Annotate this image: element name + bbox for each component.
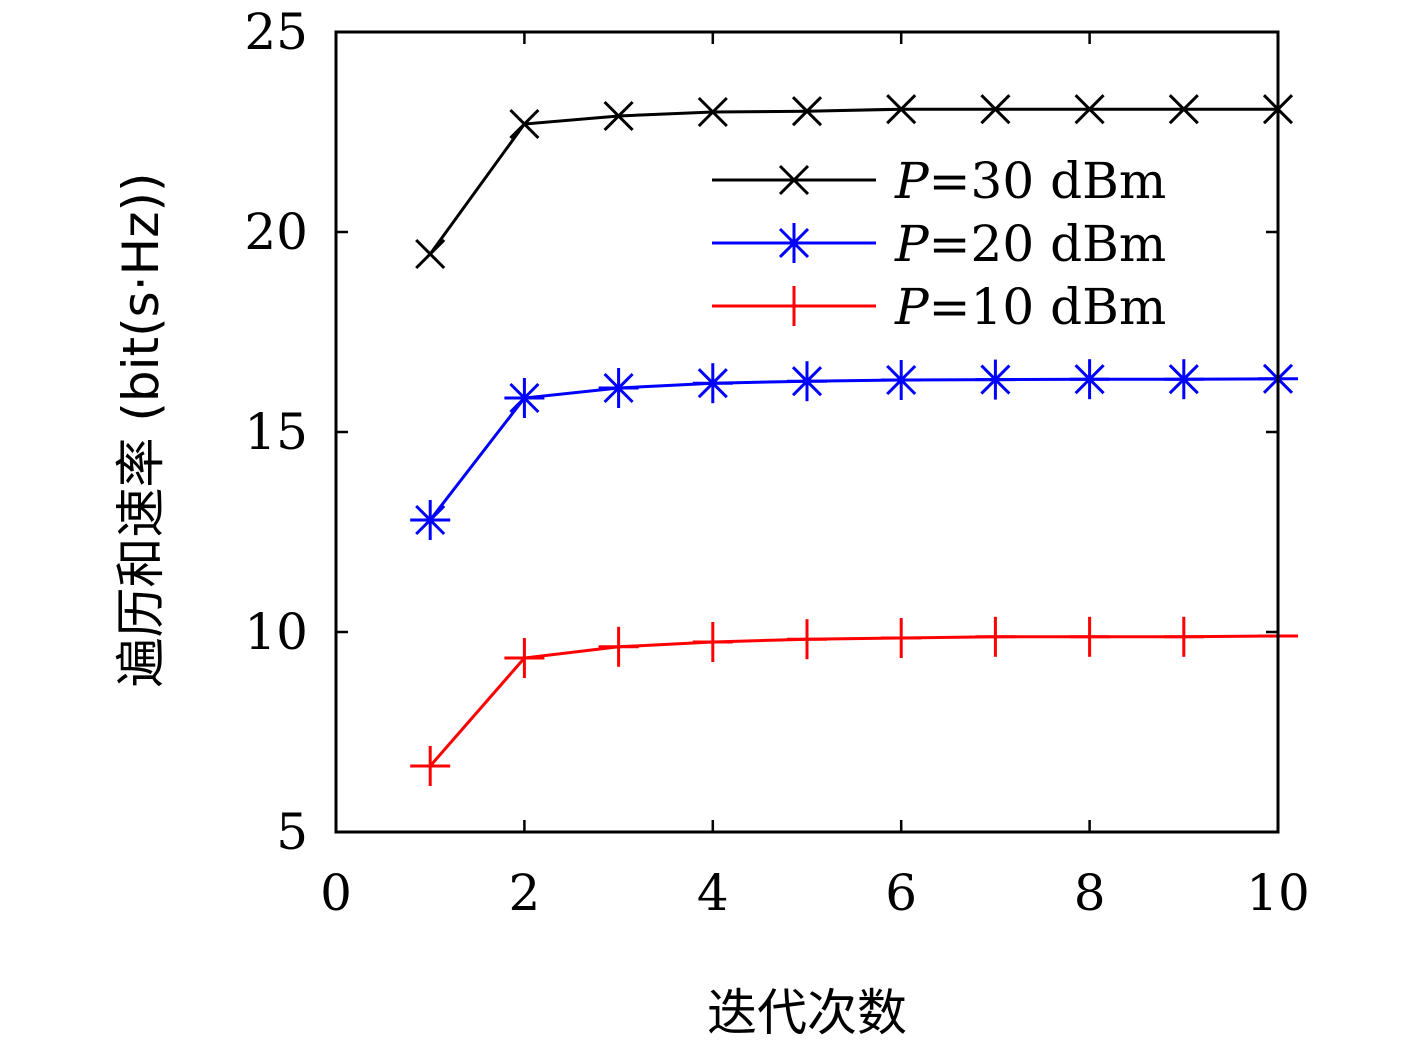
- y-tick-label: 5: [276, 803, 308, 861]
- series-line: [429, 634, 1279, 767]
- data-point: [1168, 94, 1199, 125]
- data-point: [504, 638, 545, 678]
- data-point: [980, 94, 1011, 125]
- data-point: [692, 363, 733, 404]
- legend-label: P=10 dBm: [894, 278, 1166, 336]
- y-tick-label: 20: [244, 203, 308, 261]
- data-point: [881, 360, 922, 400]
- data-point: [1074, 94, 1105, 125]
- data-point: [1163, 616, 1204, 657]
- data-point: [1069, 616, 1110, 657]
- data-point: [603, 100, 634, 132]
- data-point: [787, 619, 827, 660]
- series: [410, 616, 1298, 786]
- legend-item: P=30 dBm: [712, 152, 1166, 210]
- series-line: [428, 107, 1278, 255]
- data-point: [415, 238, 446, 270]
- data-point: [692, 622, 733, 662]
- data-point: [598, 368, 639, 408]
- data-point: [778, 164, 810, 196]
- data-point: [509, 108, 540, 140]
- y-axis-title: 遍历和速率 (bit(s·Hz)): [112, 173, 170, 688]
- data-point: [1163, 359, 1204, 400]
- legend-item: P=10 dBm: [712, 278, 1166, 336]
- data-point: [774, 286, 814, 326]
- series: [410, 358, 1298, 540]
- data-point: [410, 746, 451, 786]
- data-point: [975, 616, 1016, 657]
- legend-label: P=20 dBm: [894, 215, 1166, 273]
- x-tick-label: 4: [697, 864, 729, 922]
- data-point: [886, 94, 917, 125]
- series-line: [429, 377, 1279, 521]
- x-tick-label: 0: [320, 864, 352, 922]
- x-axis-title: 迭代次数: [707, 984, 907, 1042]
- x-tick-label: 10: [1246, 864, 1310, 922]
- series-layer: [410, 94, 1298, 786]
- data-point: [881, 618, 922, 658]
- data-point: [791, 96, 823, 127]
- data-point: [697, 96, 728, 128]
- legend-item: P=20 dBm: [712, 215, 1166, 273]
- series: [415, 94, 1294, 270]
- data-point: [1069, 359, 1110, 400]
- data-point: [410, 500, 451, 540]
- y-tick-label: 10: [244, 603, 308, 661]
- data-point: [598, 626, 639, 667]
- data-point: [787, 361, 827, 402]
- x-tick-label: 6: [885, 864, 917, 922]
- data-point: [975, 359, 1016, 400]
- y-tick-label: 25: [244, 3, 308, 61]
- data-point: [774, 223, 814, 263]
- x-tick-label: 8: [1074, 864, 1106, 922]
- ticks-layer: 0 2 4 6 8 10 5 10 15 20 25: [244, 3, 1309, 922]
- data-point: [504, 378, 545, 418]
- y-tick-label: 15: [244, 403, 308, 461]
- x-tick-label: 2: [508, 864, 540, 922]
- legend-label: P=30 dBm: [894, 152, 1166, 210]
